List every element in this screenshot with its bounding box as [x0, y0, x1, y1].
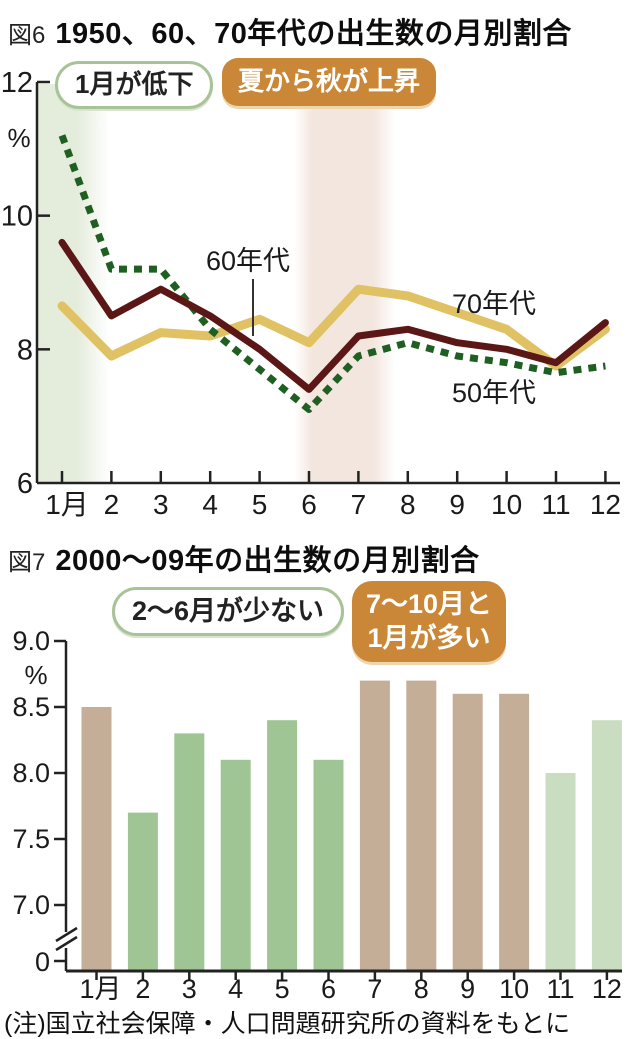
fig6-y-tick-label: 12 [1, 67, 33, 99]
fig6-y-tick-label: 6 [17, 468, 33, 500]
axis-break-slash [55, 935, 78, 952]
fig7-callout-many-line1: 7〜10月と [366, 589, 493, 619]
bar-6 [313, 759, 344, 971]
fig7-y-unit-label: % [24, 660, 47, 690]
series-label-60年代: 60年代 [206, 246, 290, 276]
bar-10 [499, 693, 530, 971]
fig7-y-tick-label: 9.0 [12, 626, 50, 656]
fig6-x-tick-label: 5 [252, 489, 268, 520]
fig7-x-tick-label: 12 [592, 974, 622, 1004]
fig6-header: 図6 1950、60、70年代の出生数の月別割合 [8, 10, 572, 52]
fig6-x-tick-label: 3 [153, 489, 169, 520]
fig6-x-tick-label: 2 [104, 489, 120, 520]
bar-2 [127, 812, 158, 971]
fig7-x-tick-label: 7 [367, 974, 382, 1004]
fig7-x-tick-label: 1月 [79, 974, 121, 1004]
bar-9 [452, 693, 483, 971]
fig6-x-tick-label: 6 [301, 489, 317, 520]
series-line-60年代 [58, 238, 609, 393]
fig6-label: 図6 [8, 22, 46, 49]
fig7-x-tick-label: 4 [228, 974, 243, 1004]
band-january-low [37, 84, 109, 482]
fig6-x-tick-label: 4 [202, 489, 218, 520]
bar-4 [220, 759, 251, 971]
fig7-label: 図7 [8, 549, 46, 576]
fig6-x-tick-label: 12 [590, 489, 621, 520]
series-line-50年代 [58, 134, 606, 413]
series-label-70年代: 70年代 [452, 289, 536, 319]
band-summer-autumn-rise [294, 84, 396, 482]
fig7-x-tick-label: 8 [414, 974, 429, 1004]
fig7-x-tick-label: 10 [499, 974, 529, 1004]
fig6-y-tick-label: 8 [17, 334, 33, 366]
bar-11 [545, 773, 576, 971]
fig6-x-tick-label: 7 [351, 489, 367, 520]
bar-7 [359, 680, 390, 971]
fig6-y-tick-label: 10 [1, 201, 33, 233]
fig6-callout-summer-autumn-rise: 夏から秋が上昇 [222, 58, 437, 106]
bar-3 [174, 733, 205, 971]
bar-12 [591, 720, 622, 971]
fig6-x-tick-label: 10 [491, 489, 522, 520]
fig7-y-tick-label: 7.0 [12, 890, 50, 920]
series-label-50年代: 50年代 [452, 378, 536, 408]
fig7-x-tick-label: 6 [321, 974, 336, 1004]
bar-8 [406, 680, 437, 971]
fig6-callout-january-low: 1月が低下 [55, 61, 214, 109]
fig6-x-tick-label: 9 [449, 489, 465, 520]
axis-break-slash [55, 926, 78, 943]
fig7-callout-many-months: 7〜10月と 1月が多い [352, 581, 507, 663]
fig6-line-chart: 12 10 8 6% 1月 2 3 4 5 6 7 8 9 10 11 12 50年代 60年代 70年代 [1, 67, 621, 520]
fig7-header: 図7 2000〜09年の出生数の月別割合 [8, 537, 480, 579]
bar-5 [267, 720, 298, 971]
fig7-y-tick-label: 7.5 [12, 824, 50, 854]
fig7-x-tick-label: 3 [182, 974, 197, 1004]
fig6-x-tick-label: 1月 [45, 489, 89, 520]
fig7-x-tick-label: 5 [275, 974, 290, 1004]
fig7-y-tick-label: 8.0 [12, 758, 50, 788]
fig7-title: 2000〜09年の出生数の月別割合 [55, 545, 480, 577]
fig7-x-tick-label: 11 [546, 974, 574, 1004]
fig7-bar-chart: 9.0 8.5 8.0 7.5 7.0 0% 1月 2 3 4 5 6 7 8 9 10 11 12 [12, 626, 622, 1004]
fig6-x-tick-label: 11 [541, 489, 570, 520]
bar-1月 [81, 707, 112, 971]
fig7-y-tick-label: 0 [35, 947, 50, 977]
fig6-x-tick-label: 8 [400, 489, 416, 520]
fig7-y-tick-label: 8.5 [12, 692, 50, 722]
source-note: (注)国立社会保障・人口問題研究所の資料をもとに [4, 1010, 571, 1038]
fig7-x-tick-label: 2 [135, 974, 150, 1004]
fig7-x-tick-label: 9 [460, 974, 475, 1004]
fig6-y-unit-label: % [7, 123, 30, 153]
fig6-title: 1950、60、70年代の出生数の月別割合 [55, 18, 572, 50]
fig7-callout-many-line2: 1月が多い [367, 623, 491, 654]
series-line-70年代 [57, 284, 610, 371]
fig7-callout-few-months: 2〜6月が少ない [112, 587, 345, 637]
